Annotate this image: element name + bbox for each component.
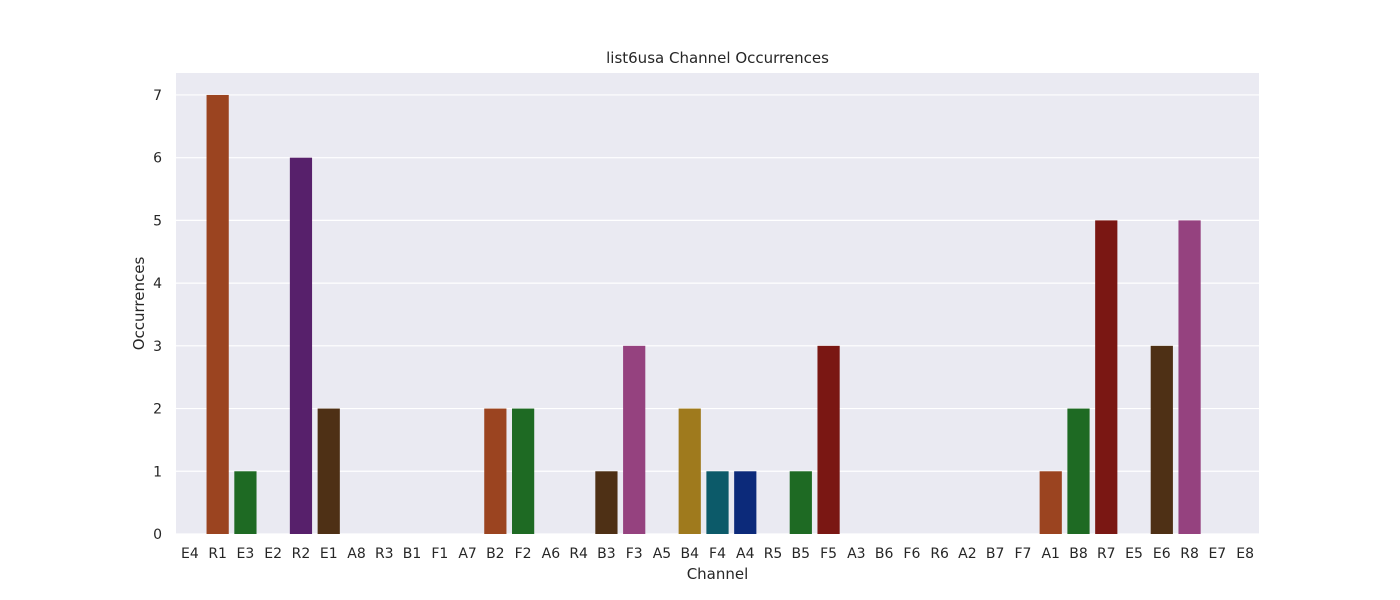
- bar-f3: [623, 345, 646, 534]
- x-tick-label: E7: [1208, 546, 1226, 562]
- bar-b8: [1067, 408, 1090, 534]
- x-tick-label: F4: [709, 546, 726, 562]
- x-tick-label: A2: [958, 546, 976, 562]
- x-tick-label: B6: [875, 546, 894, 562]
- y-tick-label: 2: [153, 402, 162, 418]
- x-tick-label: A3: [847, 546, 865, 562]
- x-tick-label: E1: [320, 546, 338, 562]
- bar-f4: [706, 471, 729, 534]
- bar-a4: [734, 471, 757, 534]
- x-tick-label: E8: [1236, 546, 1254, 562]
- bar-b4: [678, 408, 701, 534]
- x-tick-labels: E4 R1 E3 E2 R2 E1 A8 R3 B1 F1 A7 B2 F2 A6 R4 B3 F3 A5 B4 F4…: [181, 546, 1254, 562]
- y-tick-label: 3: [153, 339, 162, 355]
- x-tick-label: A1: [1041, 546, 1059, 562]
- bar-b3: [595, 471, 618, 534]
- x-tick-label: R1: [208, 546, 227, 562]
- x-tick-label: B5: [792, 546, 811, 562]
- x-axis-title: Channel: [687, 565, 749, 583]
- bar-r7: [1095, 220, 1118, 534]
- y-tick-label: 7: [153, 88, 162, 104]
- bar-f5: [817, 345, 840, 534]
- x-tick-label: B1: [403, 546, 422, 562]
- x-tick-label: A6: [542, 546, 561, 562]
- x-tick-label: R7: [1097, 546, 1116, 562]
- x-tick-label: F1: [431, 546, 448, 562]
- x-tick-label: F5: [820, 546, 837, 562]
- x-tick-label: A5: [653, 546, 671, 562]
- x-tick-label: R5: [764, 546, 783, 562]
- y-tick-labels: 0 1 2 3 4 5 6 7: [153, 88, 162, 543]
- x-tick-label: A8: [347, 546, 365, 562]
- y-tick-label: 5: [153, 213, 162, 229]
- x-tick-label: R4: [569, 546, 588, 562]
- x-tick-label: R2: [292, 546, 311, 562]
- x-tick-label: A4: [736, 546, 755, 562]
- y-tick-label: 6: [153, 151, 162, 167]
- x-tick-label: R8: [1180, 546, 1199, 562]
- bar-b2: [484, 408, 507, 534]
- x-tick-label: F6: [903, 546, 920, 562]
- bar-r2: [289, 157, 313, 534]
- bar-e3: [234, 471, 257, 534]
- bar-f2: [512, 408, 535, 534]
- x-tick-label: E3: [237, 546, 255, 562]
- x-tick-label: A7: [458, 546, 476, 562]
- y-tick-label: 4: [153, 276, 162, 292]
- bar-r8: [1178, 220, 1201, 534]
- chart-title: list6usa Channel Occurrences: [606, 49, 829, 67]
- y-axis-title: Occurrences: [130, 257, 148, 351]
- x-tick-label: R6: [930, 546, 949, 562]
- x-tick-label: E2: [264, 546, 282, 562]
- x-tick-label: E5: [1125, 546, 1143, 562]
- x-tick-label: F2: [515, 546, 532, 562]
- x-tick-label: B7: [986, 546, 1005, 562]
- bar-a1: [1039, 471, 1062, 534]
- bar-e6: [1150, 345, 1173, 534]
- x-tick-label: F7: [1014, 546, 1031, 562]
- x-tick-label: E6: [1153, 546, 1171, 562]
- x-tick-label: E4: [181, 546, 199, 562]
- x-tick-label: B2: [486, 546, 505, 562]
- x-tick-label: B3: [597, 546, 616, 562]
- x-tick-label: B4: [680, 546, 699, 562]
- x-tick-label: R3: [375, 546, 394, 562]
- y-tick-label: 1: [153, 464, 162, 480]
- bar-r1: [206, 94, 229, 534]
- x-tick-label: B8: [1069, 546, 1088, 562]
- y-tick-label: 0: [153, 527, 162, 543]
- x-tick-label: F3: [626, 546, 643, 562]
- bars: [206, 94, 1201, 534]
- bar-b5: [789, 471, 812, 534]
- bar-e1: [317, 408, 340, 534]
